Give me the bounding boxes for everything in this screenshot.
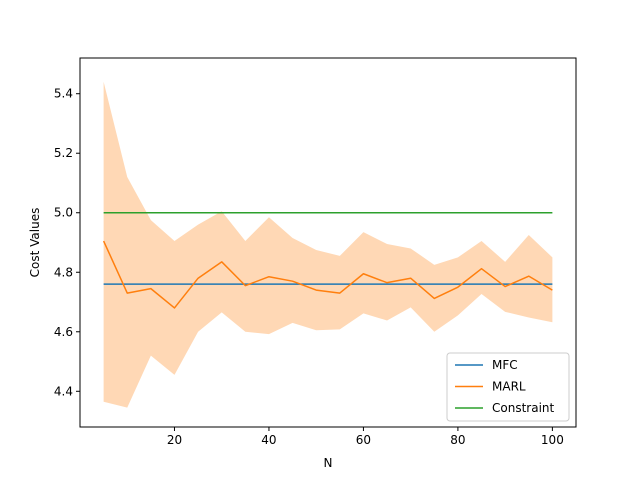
x-tick-label: 60 — [356, 433, 371, 447]
y-tick-label: 4.8 — [54, 265, 73, 279]
y-tick-label: 4.6 — [54, 325, 73, 339]
legend: MFC MARL Constraint — [446, 352, 570, 422]
plot-area — [102, 81, 553, 408]
legend-label-mfc: MFC — [492, 358, 518, 372]
legend-label-marl: MARL — [492, 380, 526, 394]
x-tick-label: 20 — [167, 433, 182, 447]
x-tick-label: 80 — [450, 433, 465, 447]
legend-label-constraint: Constraint — [492, 401, 555, 415]
y-tick-label: 5.2 — [54, 146, 73, 160]
legend-box — [446, 352, 570, 422]
y-tick-label: 5.4 — [54, 87, 73, 101]
axis-ticks: 20 40 60 80 100 4.4 4.6 4.8 5.0 5.2 5.4 — [54, 87, 564, 447]
series-line-marl — [102, 240, 553, 309]
x-tick-label: 100 — [541, 433, 564, 447]
y-tick-label: 4.4 — [54, 384, 73, 398]
y-axis-label: Cost Values — [28, 208, 42, 278]
y-tick-label: 5.0 — [54, 206, 73, 220]
axes-frame — [79, 57, 577, 428]
confidence-band-marl — [103, 81, 553, 408]
x-tick-label: 40 — [261, 433, 276, 447]
x-axis-label: N — [324, 456, 333, 470]
